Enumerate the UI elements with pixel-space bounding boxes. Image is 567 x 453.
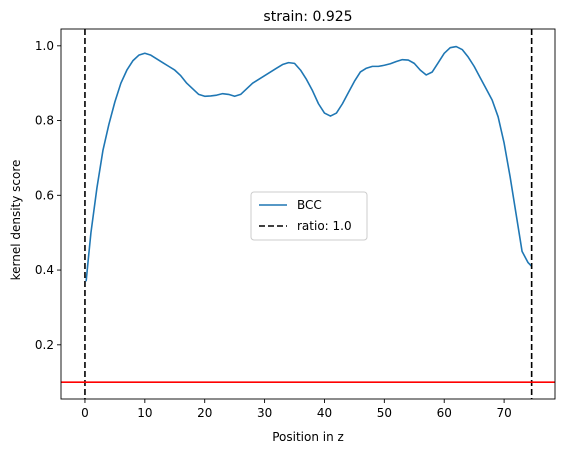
series-group — [61, 29, 555, 399]
series-line-bcc — [85, 45, 533, 282]
legend-box — [250, 191, 368, 241]
x-axis-label: Position in z — [272, 430, 344, 444]
x-tick-label: 60 — [437, 406, 452, 420]
y-axis-label: kernel density score — [9, 160, 23, 281]
axes-frame — [60, 28, 556, 400]
y-tick-label: 0.4 — [35, 263, 54, 277]
x-tick-label: 70 — [496, 406, 511, 420]
axes: 0 10 20 30 40 50 60 70 0.2 0.4 0.6 0.8 1.0 — [35, 28, 556, 420]
x-tick-label: 30 — [257, 406, 272, 420]
legend-label: BCC — [297, 198, 322, 212]
legend-label: ratio: 1.0 — [297, 219, 352, 233]
x-tick-label: 20 — [197, 406, 212, 420]
plot-area — [61, 29, 555, 399]
x-tick-label: 0 — [81, 406, 89, 420]
y-tick-label: 0.6 — [35, 188, 54, 202]
legend: BCC ratio: 1.0 — [250, 191, 368, 241]
x-tick-label: 10 — [137, 406, 152, 420]
y-tick-label: 0.2 — [35, 338, 54, 352]
y-tick-label: 0.8 — [35, 114, 54, 128]
y-tick-label: 1.0 — [35, 39, 54, 53]
x-tick-label: 50 — [377, 406, 392, 420]
x-tick-label: 40 — [317, 406, 332, 420]
chart-title: strain: 0.925 — [263, 9, 352, 25]
